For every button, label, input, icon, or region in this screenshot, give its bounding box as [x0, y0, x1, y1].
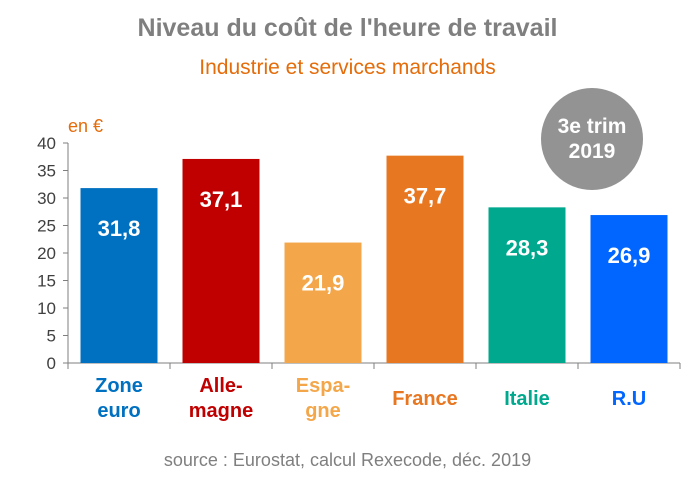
y-tick-label: 0: [47, 354, 56, 373]
period-badge: 3e trim 2019: [541, 88, 643, 190]
y-tick-label: 30: [37, 189, 56, 208]
y-axis-unit-label: en €: [68, 116, 104, 136]
bar: [590, 215, 668, 363]
bar-value-label: 26,9: [608, 243, 651, 268]
bar: [386, 155, 464, 363]
bar: [182, 158, 260, 363]
x-category-label: France: [392, 388, 458, 410]
x-category-label: Alle-: [199, 375, 242, 397]
x-category-label: euro: [97, 400, 140, 422]
bar-value-label: 21,9: [302, 271, 345, 296]
x-category-label: R.U: [612, 388, 646, 410]
x-category-label: Zone: [95, 375, 143, 397]
chart-title: Niveau du coût de l'heure de travail: [137, 14, 558, 42]
x-category-label: Espa-: [296, 375, 350, 397]
source-note: source : Eurostat, calcul Rexecode, déc.…: [163, 450, 532, 470]
y-tick-label: 25: [37, 217, 56, 236]
y-tick-label: 20: [37, 244, 56, 263]
bar-value-label: 31,8: [98, 216, 141, 241]
bar-value-label: 37,1: [200, 187, 243, 212]
bar: [488, 207, 566, 363]
x-category-label: gne: [305, 400, 341, 422]
y-tick-label: 5: [47, 327, 56, 346]
y-tick-label: 15: [37, 272, 56, 291]
badge-line-2: 2019: [568, 140, 616, 163]
bar-value-label: 37,7: [404, 184, 447, 209]
y-tick-label: 40: [37, 134, 56, 153]
x-category-label: magne: [189, 400, 253, 422]
bar: [284, 242, 362, 363]
chart-subtitle: Industrie et services marchands: [199, 56, 496, 79]
bar-value-label: 28,3: [506, 235, 549, 260]
x-category-label: Italie: [504, 388, 550, 410]
bar: [80, 188, 158, 363]
y-tick-label: 35: [37, 162, 56, 181]
badge-line-1: 3e trim: [557, 115, 627, 138]
y-tick-label: 10: [37, 299, 56, 318]
